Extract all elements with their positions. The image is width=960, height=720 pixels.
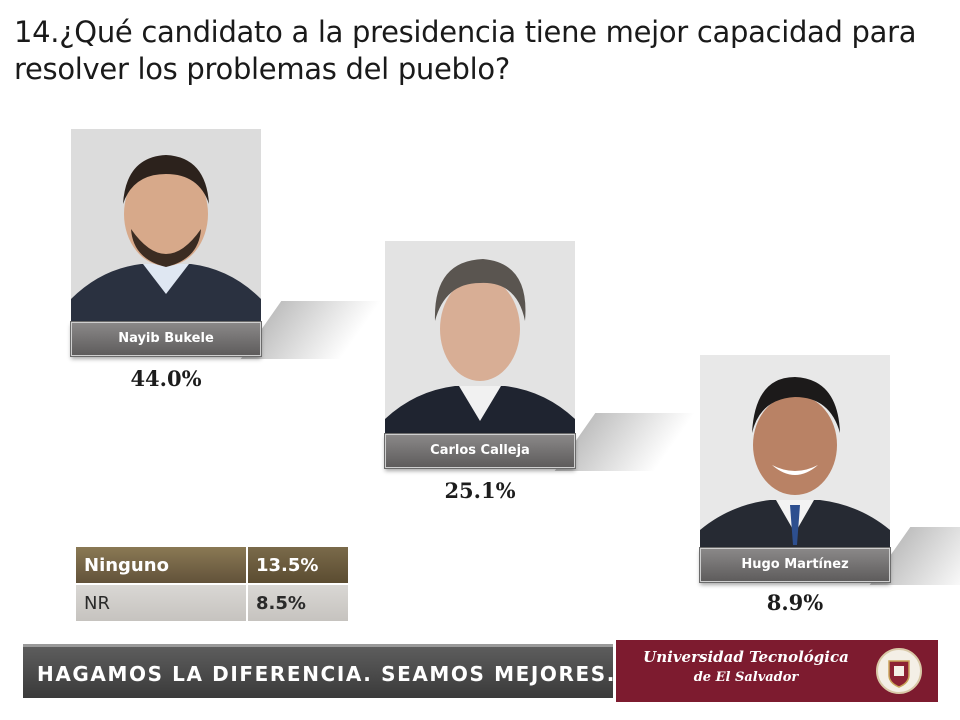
candidate-percentage: 25.1%	[444, 478, 516, 503]
university-seal-icon	[876, 648, 922, 694]
candidate-percentage: 44.0%	[130, 366, 202, 391]
university-name-line2: de El Salvador	[693, 670, 799, 685]
table-cell-label: NR	[74, 583, 248, 623]
photo-shadow	[554, 413, 696, 471]
university-name-line1: Universidad Tecnológica	[643, 648, 849, 666]
university-logo-banner: Universidad Tecnológica de El Salvador	[616, 640, 938, 702]
candidate-percentage: 8.9%	[766, 590, 824, 615]
candidate-photo-bukele	[71, 129, 261, 329]
portrait-icon	[385, 241, 575, 441]
candidate-card-bukele: Nayib Bukele 44.0%	[70, 129, 382, 391]
table-row: NR 8.5%	[74, 583, 350, 623]
question-title: 14.¿Qué candidato a la presidencia tiene…	[14, 15, 917, 86]
candidate-card-calleja: Carlos Calleja 25.1%	[384, 241, 696, 503]
other-responses-table: Ninguno 13.5% NR 8.5%	[74, 545, 350, 623]
candidate-photo-calleja	[385, 241, 575, 441]
candidate-nameplate: Nayib Bukele	[70, 321, 262, 357]
footer-slogan: HAGAMOS LA DIFERENCIA. SEAMOS MEJORES.	[23, 644, 614, 698]
candidate-photo-martinez	[700, 355, 890, 555]
table-cell-value: 13.5%	[246, 545, 350, 585]
table-cell-value: 8.5%	[246, 583, 350, 623]
candidate-nameplate: Hugo Martínez	[699, 547, 891, 583]
table-row: Ninguno 13.5%	[74, 545, 350, 585]
portrait-icon	[700, 355, 890, 555]
photo-shadow	[240, 301, 382, 359]
candidate-card-martinez: Hugo Martínez 8.9%	[699, 355, 960, 615]
candidate-nameplate: Carlos Calleja	[384, 433, 576, 469]
portrait-icon	[71, 129, 261, 329]
table-cell-label: Ninguno	[74, 545, 248, 585]
